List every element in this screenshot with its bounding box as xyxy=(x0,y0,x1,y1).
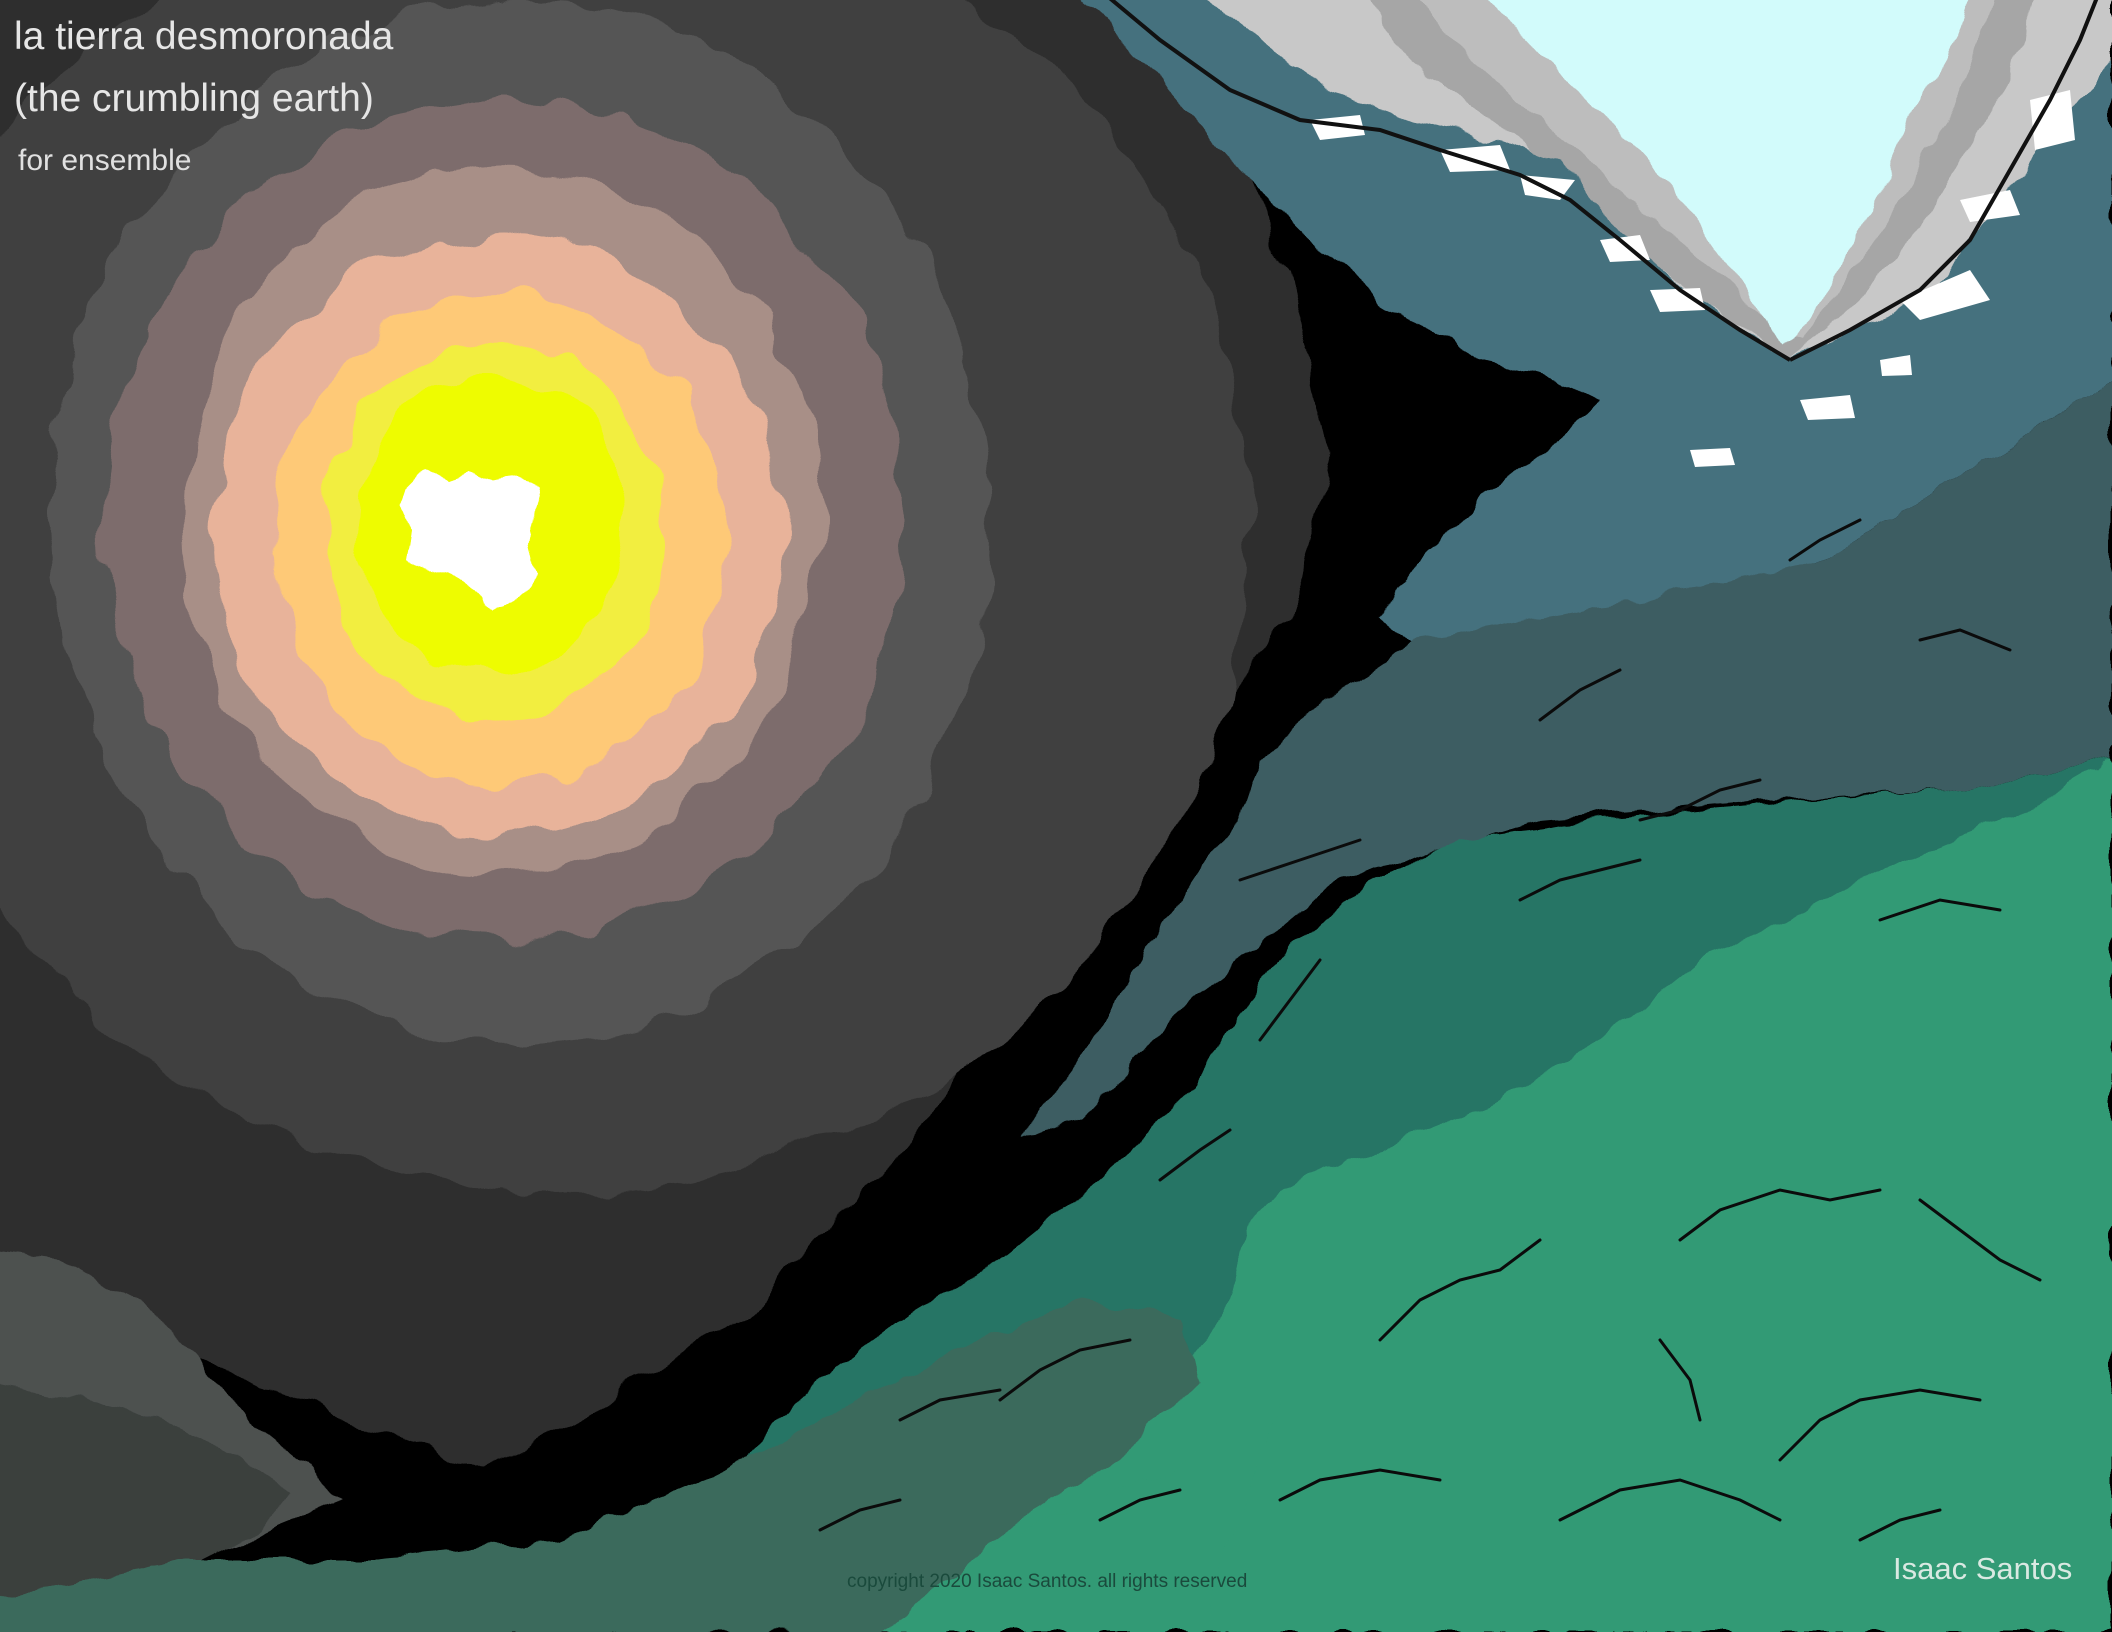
contour-line xyxy=(1258,958,1322,1042)
contour-line xyxy=(1918,1198,2042,1282)
contour-line xyxy=(1918,628,2012,652)
rock-grey-front xyxy=(0,1384,290,1618)
contour-line xyxy=(818,1498,902,1532)
green-slope xyxy=(920,760,2112,1632)
green-ground-bottom xyxy=(880,1380,1280,1632)
contour-line xyxy=(1518,858,1642,902)
contour-line xyxy=(1788,518,1862,562)
contour-line xyxy=(1098,1488,1182,1522)
ravine-edge-right xyxy=(1789,0,2099,362)
contour-line xyxy=(1278,1468,1442,1502)
contour-line xyxy=(1858,1508,1942,1542)
slate-band xyxy=(1020,380,2112,1140)
contour-line xyxy=(1778,1388,1982,1462)
contour-line xyxy=(1378,1238,1542,1342)
teal-slope xyxy=(1088,0,2112,650)
green-band xyxy=(920,760,2112,1632)
sun-core xyxy=(400,470,540,612)
moss-band xyxy=(0,1300,1200,1632)
contour-line xyxy=(1658,1338,1702,1422)
sky xyxy=(1488,0,1969,345)
contour-line xyxy=(1238,838,1362,882)
contour-line xyxy=(898,1388,1002,1422)
slate-slope xyxy=(1020,380,2112,1140)
moss-ground xyxy=(0,1300,1280,1632)
instrumentation-label: for ensemble xyxy=(18,144,192,177)
contour-line xyxy=(1158,1128,1232,1182)
contour-lines xyxy=(818,518,2042,1542)
contour-line xyxy=(1538,668,1622,722)
rock-lower-left xyxy=(0,1252,340,1618)
cover-title: la tierra desmoronada xyxy=(14,15,394,58)
composer-name: Isaac Santos xyxy=(1893,1551,2073,1586)
contour-line xyxy=(1638,778,1762,822)
ravine-edge-left xyxy=(1108,0,1792,362)
ravine xyxy=(1193,0,2112,372)
cover-title-translation: (the crumbling earth) xyxy=(14,77,374,120)
contour-line xyxy=(1878,898,2002,922)
contour-line xyxy=(1678,1188,1882,1242)
contour-line xyxy=(1558,1478,1782,1522)
water-teal xyxy=(1088,0,2112,650)
copyright-notice: copyright 2020 Isaac Santos. all rights … xyxy=(847,1571,1248,1592)
contour-line xyxy=(998,1338,1132,1402)
